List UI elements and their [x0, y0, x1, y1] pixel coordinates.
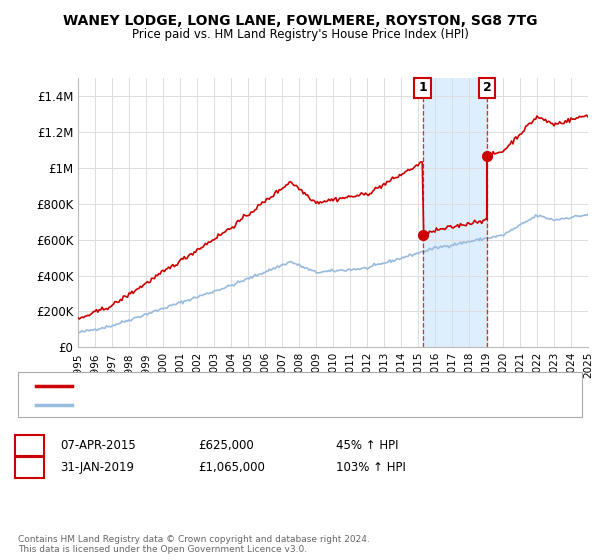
Text: Contains HM Land Registry data © Crown copyright and database right 2024.
This d: Contains HM Land Registry data © Crown c… [18, 535, 370, 554]
Text: 07-APR-2015: 07-APR-2015 [60, 438, 136, 452]
Text: 2: 2 [483, 81, 492, 94]
Text: 2: 2 [25, 461, 34, 474]
Text: HPI: Average price, detached house, South Cambridgeshire: HPI: Average price, detached house, Sout… [84, 400, 409, 410]
Text: WANEY LODGE, LONG LANE, FOWLMERE, ROYSTON, SG8 7TG: WANEY LODGE, LONG LANE, FOWLMERE, ROYSTO… [63, 14, 537, 28]
Text: 103% ↑ HPI: 103% ↑ HPI [336, 461, 406, 474]
Text: £1,065,000: £1,065,000 [198, 461, 265, 474]
Text: Price paid vs. HM Land Registry's House Price Index (HPI): Price paid vs. HM Land Registry's House … [131, 28, 469, 41]
Text: 1: 1 [25, 438, 34, 452]
Bar [422, 78, 487, 347]
Text: WANEY LODGE, LONG LANE, FOWLMERE, ROYSTON, SG8 7TG (detached house): WANEY LODGE, LONG LANE, FOWLMERE, ROYSTO… [84, 381, 518, 391]
Text: 1: 1 [418, 81, 427, 94]
Text: 45% ↑ HPI: 45% ↑ HPI [336, 438, 398, 452]
Text: 31-JAN-2019: 31-JAN-2019 [60, 461, 134, 474]
Text: £625,000: £625,000 [198, 438, 254, 452]
